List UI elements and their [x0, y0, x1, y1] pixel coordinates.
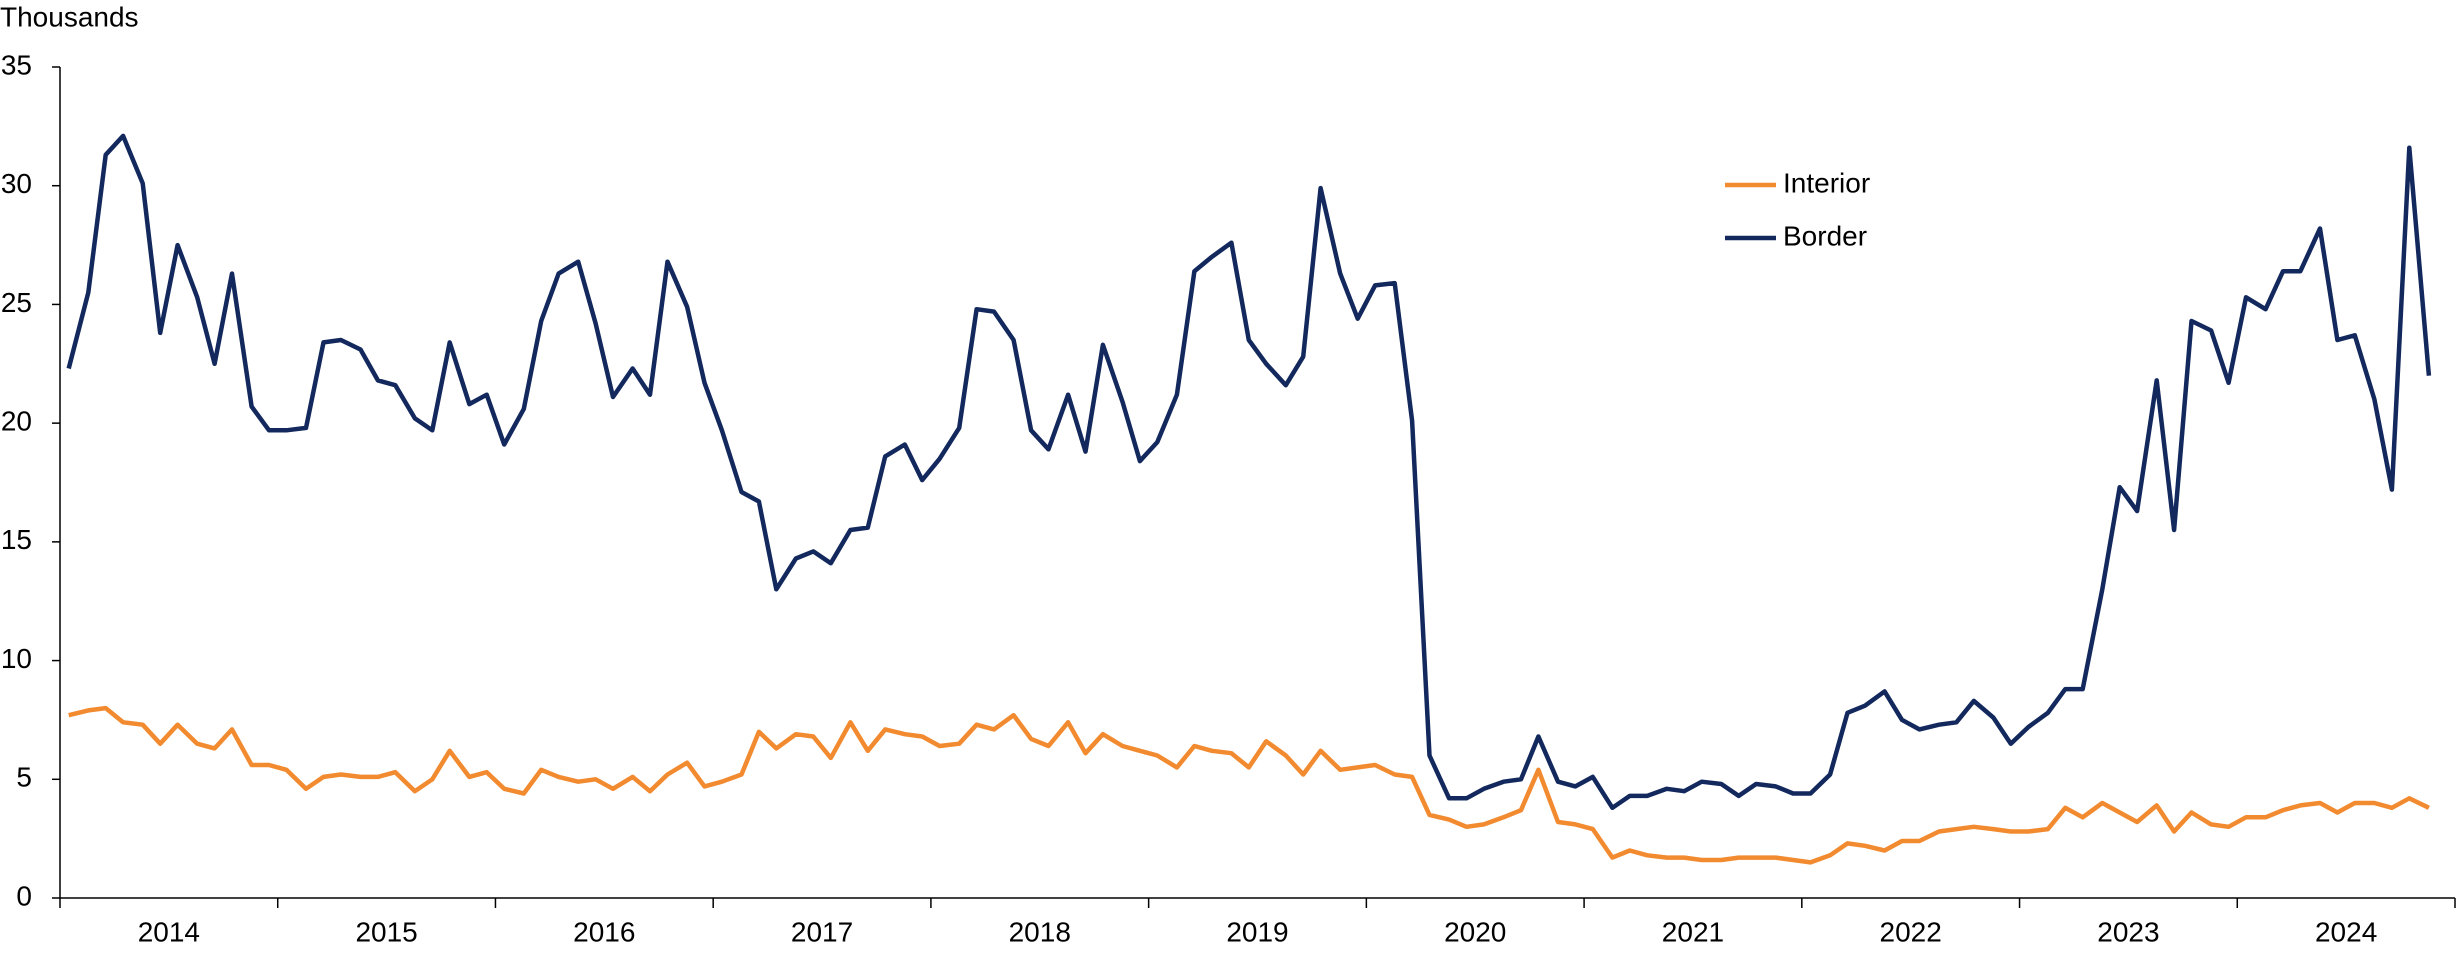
y-tick-label: 35 [1, 49, 32, 80]
x-tick-label: 2014 [138, 916, 200, 947]
y-tick-label: 25 [1, 287, 32, 318]
legend-label: Border [1783, 220, 1867, 251]
x-tick-label: 2021 [1662, 916, 1724, 947]
series-line [66, 133, 2432, 811]
x-tick-label: 2019 [1226, 916, 1288, 947]
y-tick-label: 30 [1, 168, 32, 199]
y-tick-label: 5 [16, 762, 32, 793]
y-axis-label: Thousands [0, 1, 139, 32]
x-tick-label: 2022 [1880, 916, 1942, 947]
x-tick-label: 2023 [2097, 916, 2159, 947]
x-tick-label: 2018 [1009, 916, 1071, 947]
y-tick-label: 10 [1, 643, 32, 674]
y-tick-label: 0 [16, 880, 32, 911]
x-tick-label: 2024 [2315, 916, 2377, 947]
y-tick-label: 20 [1, 406, 32, 437]
series-line [68, 705, 2430, 865]
x-tick-label: 2020 [1444, 916, 1506, 947]
x-tick-label: 2016 [573, 916, 635, 947]
x-tick-label: 2015 [355, 916, 417, 947]
y-tick-label: 15 [1, 524, 32, 555]
legend-label: Interior [1783, 167, 1870, 198]
x-tick-label: 2017 [791, 916, 853, 947]
